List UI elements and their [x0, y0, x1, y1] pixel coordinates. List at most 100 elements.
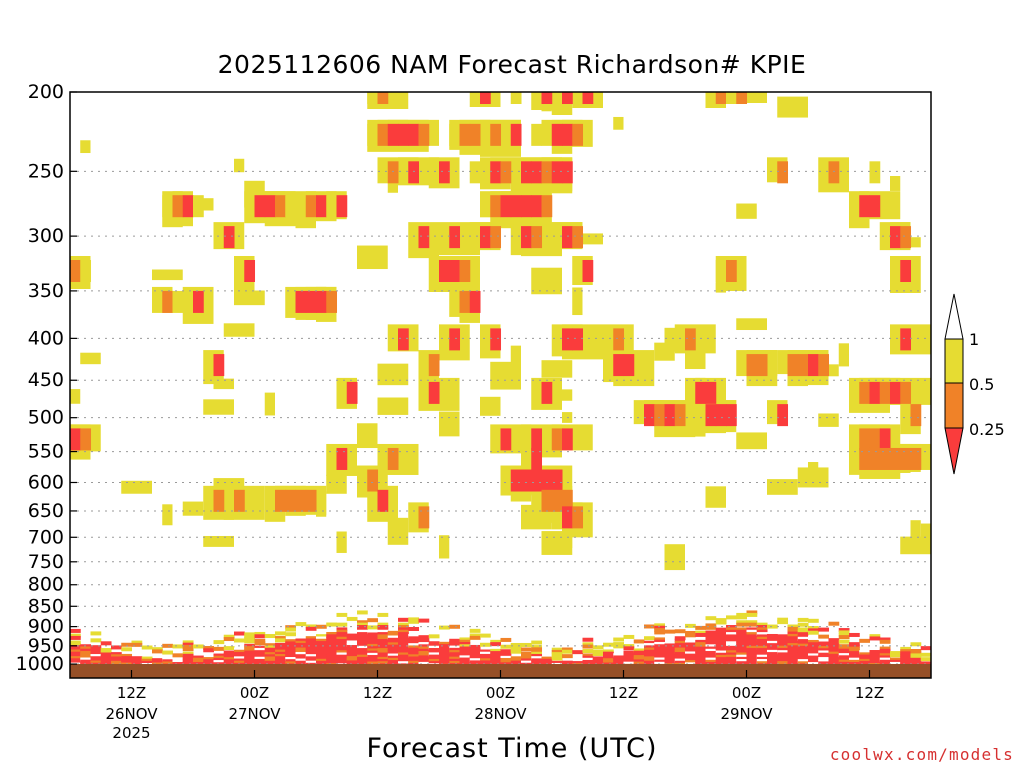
ri-cell-boundary: [910, 655, 922, 660]
ri-cell-boundary: [295, 640, 307, 645]
ri-cell-boundary: [357, 632, 368, 637]
ri-cell-boundary: [531, 647, 543, 652]
ri-cell-boundary: [357, 643, 368, 648]
ri-cell-boundary: [213, 660, 225, 665]
ri-cell-boundary: [685, 623, 696, 628]
colorbar-bottom-arrow: [944, 427, 964, 475]
ri-cell-boundary: [705, 632, 717, 637]
ri-cell-boundary: [377, 656, 389, 661]
ri-cell-boundary: [633, 661, 645, 666]
ri-cell-boundary: [787, 647, 799, 652]
ri-cell-boundary: [531, 653, 543, 658]
ri-cell-boundary: [674, 649, 686, 654]
ri-cell: [797, 354, 809, 377]
x-tick-date: 27NOV: [228, 705, 281, 723]
ri-cell-boundary: [623, 655, 635, 660]
ri-cell-boundary: [777, 647, 789, 652]
ri-cell-yellow: [234, 290, 265, 306]
ri-cell: [531, 447, 543, 470]
ri-cell-boundary: [787, 633, 799, 638]
ri-cell-boundary: [818, 650, 830, 655]
ri-cell-boundary: [111, 652, 122, 657]
ri-cell-boundary: [398, 636, 409, 641]
x-tick-date: 2025: [112, 724, 150, 742]
ri-cell-yellow: [121, 480, 152, 494]
ri-cell-boundary: [254, 638, 266, 643]
y-tick-label: 650: [28, 500, 64, 522]
ri-cell-boundary: [480, 660, 491, 665]
ri-cell-boundary: [316, 654, 327, 659]
ri-cell-boundary: [521, 647, 532, 652]
colorbar-yellow: [944, 338, 964, 384]
ri-cell-boundary: [70, 653, 81, 658]
ri-cell-boundary: [613, 661, 625, 666]
ri-cell: [705, 404, 717, 427]
ri-cell-boundary: [531, 645, 543, 650]
ri-cell-boundary: [469, 635, 481, 640]
richardson-cells: [70, 92, 931, 571]
credit-link[interactable]: coolwx.com/models: [829, 745, 1014, 764]
ri-cell: [777, 161, 789, 184]
ri-cell: [664, 404, 676, 427]
ri-cell-boundary: [305, 651, 317, 656]
ri-cell-boundary: [223, 654, 235, 659]
ri-cell: [551, 428, 563, 451]
ri-cell-boundary: [377, 634, 389, 639]
ri-cell-boundary: [295, 638, 307, 643]
ri-cell: [264, 195, 276, 218]
ri-cell-boundary: [490, 661, 502, 666]
ri-cell-boundary: [644, 658, 655, 663]
ri-cell-boundary: [264, 660, 276, 665]
ri-cell-boundary: [838, 655, 850, 660]
ri-cell-boundary: [859, 656, 871, 661]
ri-cell-boundary: [808, 653, 819, 658]
ri-cell-boundary: [736, 645, 748, 650]
ri-cell-boundary: [254, 652, 266, 657]
ri-cell-boundary: [326, 658, 338, 663]
ri-cell-boundary: [295, 651, 307, 656]
ri-cell-boundary: [664, 647, 676, 652]
ri-cell-boundary: [336, 641, 348, 646]
ri-cell-boundary: [439, 644, 450, 649]
ri-cell-boundary: [469, 656, 481, 661]
ri-cell-yellow: [80, 352, 101, 365]
ri-cell-boundary: [715, 646, 727, 651]
ri-cell-yellow: [387, 517, 409, 545]
ri-cell: [377, 161, 389, 184]
ri-cell-boundary: [510, 658, 522, 663]
ri-cell-boundary: [203, 659, 215, 664]
ri-cell-boundary: [644, 645, 655, 650]
ri-cell: [859, 447, 871, 470]
ri-cell-boundary: [715, 636, 727, 641]
ri-cell-yellow: [531, 267, 562, 295]
ri-cell: [705, 381, 717, 404]
ri-cell-boundary: [500, 655, 512, 660]
ri-cell: [859, 381, 871, 404]
ri-cell-boundary: [756, 634, 768, 639]
ri-cell: [869, 447, 881, 470]
ri-cell-boundary: [715, 657, 727, 662]
ri-cell-yellow: [664, 327, 685, 352]
ri-cell-boundary: [449, 652, 461, 657]
ri-cell-boundary: [346, 635, 358, 640]
ri-cell: [869, 195, 881, 218]
ri-cell-boundary: [439, 659, 450, 664]
ri-cell-boundary: [398, 627, 409, 632]
ri-cell-boundary: [418, 646, 430, 651]
ri-cell-boundary: [900, 646, 912, 651]
ri-cell-boundary: [428, 645, 440, 650]
ri-cell-yellow: [336, 531, 347, 553]
ri-cell-boundary: [387, 642, 399, 647]
ri-cell-boundary: [808, 628, 819, 633]
ri-cell-boundary: [459, 659, 471, 664]
ri-cell-boundary: [367, 652, 379, 657]
ri-cell-boundary: [377, 659, 389, 664]
ri-cell-boundary: [920, 661, 931, 666]
ri-cell-boundary: [797, 629, 809, 634]
ri-cell-boundary: [849, 644, 860, 649]
ri-cell-boundary: [910, 653, 922, 658]
ri-cell-boundary: [408, 640, 420, 645]
ri-cell-boundary: [172, 653, 184, 658]
ri-cell-boundary: [90, 649, 102, 654]
ri-cell-boundary: [244, 652, 256, 657]
